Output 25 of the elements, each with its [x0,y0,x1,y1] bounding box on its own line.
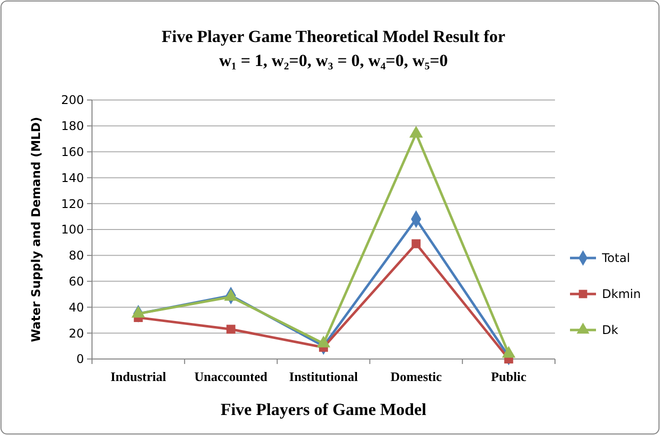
chart-title: Five Player Game Theoretical Model Result for [162,27,506,46]
y-tick-label: 180 [61,119,84,134]
x-tick-label: Domestic [390,369,442,384]
y-tick-label: 160 [61,145,84,159]
x-tick-label: Unaccounted [194,369,268,384]
y-tick-label: 0 [76,352,84,366]
legend-label: Total [601,251,630,266]
y-tick-label: 20 [68,326,84,340]
legend-label: Dk [602,323,618,338]
y-tick-label: 40 [68,300,84,314]
chart-subtitle: w₁ = 1, w₂=0, w₃ = 0, w₄=0, w₅=0 [219,51,448,70]
point [226,324,236,334]
legend-label: Dkmin [602,287,641,302]
y-tick-label: 140 [61,170,84,185]
y-tick-label: 60 [68,274,84,288]
x-axis-title: Five Players of Game Model [220,400,427,419]
x-tick-label: Public [490,369,527,384]
y-axis-title: Water Supply and Demand (MLD) [29,116,43,342]
y-tick-label: 80 [68,248,84,263]
x-tick-label: Institutional [289,369,358,384]
y-tick-label: 120 [61,196,84,211]
y-tick-label: 200 [61,93,84,108]
point [412,239,421,248]
x-tick-label: Industrial [110,369,166,384]
y-tick-label: 100 [61,222,84,237]
